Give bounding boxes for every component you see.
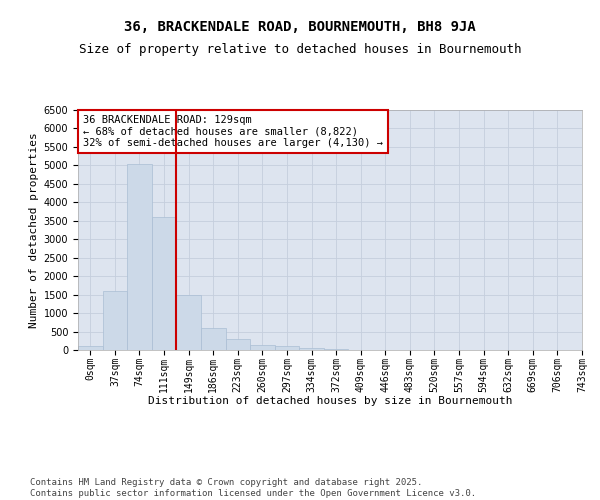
Bar xyxy=(152,217,176,350)
Text: Contains HM Land Registry data © Crown copyright and database right 2025.
Contai: Contains HM Land Registry data © Crown c… xyxy=(30,478,476,498)
Text: Size of property relative to detached houses in Bournemouth: Size of property relative to detached ho… xyxy=(79,42,521,56)
Bar xyxy=(201,328,226,350)
Bar xyxy=(78,346,103,350)
Bar xyxy=(127,164,152,350)
X-axis label: Distribution of detached houses by size in Bournemouth: Distribution of detached houses by size … xyxy=(148,396,512,406)
Bar xyxy=(275,346,299,350)
Text: 36 BRACKENDALE ROAD: 129sqm
← 68% of detached houses are smaller (8,822)
32% of : 36 BRACKENDALE ROAD: 129sqm ← 68% of det… xyxy=(83,115,383,148)
Text: 36, BRACKENDALE ROAD, BOURNEMOUTH, BH8 9JA: 36, BRACKENDALE ROAD, BOURNEMOUTH, BH8 9… xyxy=(124,20,476,34)
Y-axis label: Number of detached properties: Number of detached properties xyxy=(29,132,40,328)
Bar xyxy=(299,348,324,350)
Bar xyxy=(176,296,201,350)
Bar xyxy=(250,345,275,350)
Bar xyxy=(324,349,349,350)
Bar xyxy=(226,339,250,350)
Bar xyxy=(103,291,127,350)
